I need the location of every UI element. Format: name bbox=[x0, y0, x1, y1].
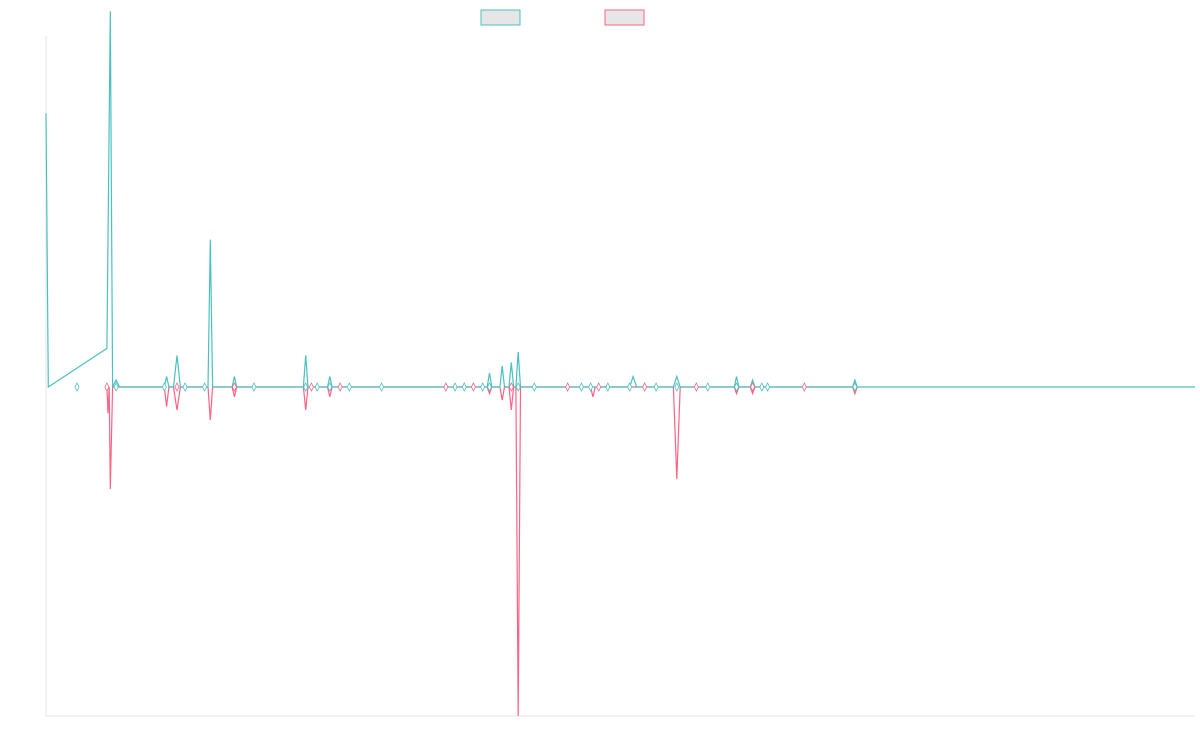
data-point-marker bbox=[161, 382, 167, 392]
data-point-marker bbox=[74, 382, 80, 392]
data-point-marker bbox=[379, 382, 384, 392]
series-line-2 bbox=[106, 386, 858, 717]
data-point-marker bbox=[303, 382, 309, 392]
series-layer bbox=[45, 11, 1195, 717]
data-point-marker bbox=[596, 382, 602, 392]
data-point-marker bbox=[470, 382, 476, 392]
data-point-marker bbox=[705, 382, 711, 392]
data-point-marker bbox=[653, 382, 659, 392]
data-point-marker bbox=[202, 382, 208, 392]
data-point-marker bbox=[674, 382, 680, 392]
marker-layer bbox=[74, 382, 858, 392]
data-point-marker bbox=[588, 382, 594, 392]
data-point-marker bbox=[452, 382, 458, 392]
data-point-marker bbox=[231, 382, 237, 392]
data-point-marker bbox=[508, 382, 514, 392]
legend-swatch-series-2[interactable] bbox=[604, 9, 645, 26]
series-line-1 bbox=[45, 11, 1195, 389]
data-point-marker bbox=[605, 382, 611, 392]
data-point-marker bbox=[480, 382, 486, 392]
data-point-marker bbox=[515, 382, 521, 392]
data-point-marker bbox=[801, 382, 807, 392]
data-point-marker bbox=[346, 382, 352, 392]
data-point-marker bbox=[642, 382, 648, 392]
data-point-marker bbox=[174, 382, 180, 392]
data-point-marker bbox=[113, 382, 119, 392]
data-point-marker bbox=[251, 382, 257, 392]
data-point-marker bbox=[182, 382, 188, 392]
data-point-marker bbox=[531, 382, 537, 392]
legend-swatch-series-1[interactable] bbox=[480, 9, 521, 26]
data-point-marker bbox=[337, 382, 343, 392]
data-point-marker bbox=[750, 382, 756, 392]
data-point-marker bbox=[308, 382, 314, 392]
data-point-marker bbox=[565, 382, 571, 392]
data-point-marker bbox=[327, 382, 333, 392]
legend bbox=[480, 9, 645, 26]
data-point-marker bbox=[314, 382, 320, 392]
data-point-marker bbox=[487, 382, 492, 392]
data-point-marker bbox=[693, 382, 699, 392]
data-point-marker bbox=[578, 382, 584, 392]
data-point-marker bbox=[759, 382, 765, 392]
data-point-marker bbox=[852, 382, 858, 392]
data-point-marker bbox=[734, 382, 739, 392]
data-point-marker bbox=[461, 382, 467, 392]
data-point-marker bbox=[443, 382, 449, 392]
data-point-marker bbox=[765, 382, 771, 392]
data-point-marker bbox=[627, 382, 633, 392]
data-point-marker bbox=[104, 382, 110, 392]
